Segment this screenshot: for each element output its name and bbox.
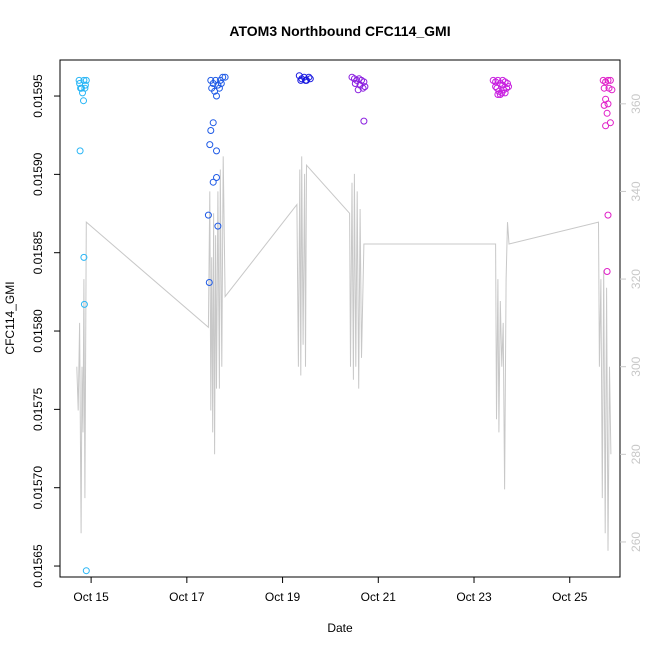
data-point (76, 80, 84, 87)
data-point (604, 100, 612, 108)
y-tick-label: 0.01580 (31, 309, 45, 353)
data-point (219, 73, 227, 81)
data-point (76, 147, 84, 155)
y-tick-label: 0.01585 (31, 231, 45, 275)
data-points-layer (75, 72, 616, 575)
data-point (501, 89, 509, 97)
data-point (604, 76, 612, 84)
y-axis: 0.01565 0.01570 0.01575 0.01580 0.01585 0.015… (31, 74, 60, 588)
x-tick-label: Oct 17 (169, 590, 205, 604)
data-point (205, 279, 213, 286)
data-point (351, 80, 359, 87)
y-tick-label: 0.01575 (31, 387, 45, 431)
data-point (602, 122, 610, 130)
data-point (494, 91, 502, 98)
data-point (360, 117, 368, 125)
chart-title: ATOM3 Northbound CFC114_GMI (229, 23, 450, 39)
data-point (221, 73, 229, 81)
altitude-line-layer (76, 156, 612, 551)
x-tick-label: Oct 23 (456, 590, 492, 604)
y-axis-label: CFC114_GMI (3, 281, 17, 354)
data-point (354, 86, 362, 94)
data-point (77, 84, 85, 92)
data-point (81, 84, 89, 92)
y-tick-label: 0.01570 (31, 466, 45, 510)
x-tick-label: Oct 25 (552, 590, 588, 604)
series-group-1 (75, 76, 90, 575)
data-point (217, 80, 225, 87)
data-point (213, 174, 220, 181)
data-point (204, 211, 212, 219)
data-point (600, 84, 608, 92)
y-tick-label: 0.01590 (31, 152, 45, 196)
data-point (606, 76, 614, 84)
data-point (215, 84, 223, 92)
y2-tick-label: 320 (629, 269, 643, 289)
altitude-line (76, 156, 612, 551)
data-point (604, 211, 612, 219)
series-group-6 (599, 76, 616, 275)
data-point (214, 222, 222, 230)
data-point (608, 86, 616, 94)
y-tick-label: 0.01595 (31, 74, 45, 118)
data-point (600, 101, 608, 109)
data-point (209, 178, 217, 186)
x-tick-label: Oct 21 (361, 590, 397, 604)
x-axis: Oct 15 Oct 17 Oct 19 Oct 21 Oct 23 Oct 25 (73, 577, 588, 604)
y2-axis: 260 280 300 320 340 360 (620, 93, 643, 552)
data-point (603, 268, 611, 275)
x-tick-label: Oct 15 (73, 590, 109, 604)
series-group-2 (204, 73, 229, 286)
data-point (492, 83, 500, 91)
data-point (499, 81, 507, 89)
y2-tick-label: 300 (629, 356, 643, 376)
y2-tick-label: 360 (629, 93, 643, 113)
data-point (306, 75, 314, 83)
y2-tick-label: 340 (629, 181, 643, 201)
data-point (80, 97, 87, 105)
data-point (82, 567, 90, 575)
plot-frame (59, 59, 621, 578)
series-group-5 (489, 76, 512, 98)
data-point (80, 300, 88, 308)
data-point (603, 109, 611, 117)
y2-tick-label: 260 (629, 532, 643, 552)
data-point (302, 76, 309, 84)
data-point (297, 76, 305, 84)
data-point (209, 119, 217, 127)
data-point (606, 119, 614, 127)
data-point (211, 87, 219, 95)
data-point (496, 91, 504, 98)
y2-tick-label: 280 (629, 444, 643, 464)
data-point (504, 80, 511, 87)
data-point (80, 253, 88, 261)
data-point (206, 141, 214, 149)
data-point (359, 84, 367, 92)
data-point (213, 92, 220, 100)
data-point (207, 127, 215, 134)
data-point (361, 83, 369, 91)
data-point (213, 147, 220, 155)
series-group-4 (348, 73, 369, 125)
x-axis-label: Date (327, 621, 353, 635)
data-point (75, 76, 83, 84)
data-point (82, 76, 90, 84)
x-tick-label: Oct 19 (265, 590, 301, 604)
series-group-3 (295, 72, 314, 84)
y-tick-label: 0.01565 (31, 544, 45, 588)
